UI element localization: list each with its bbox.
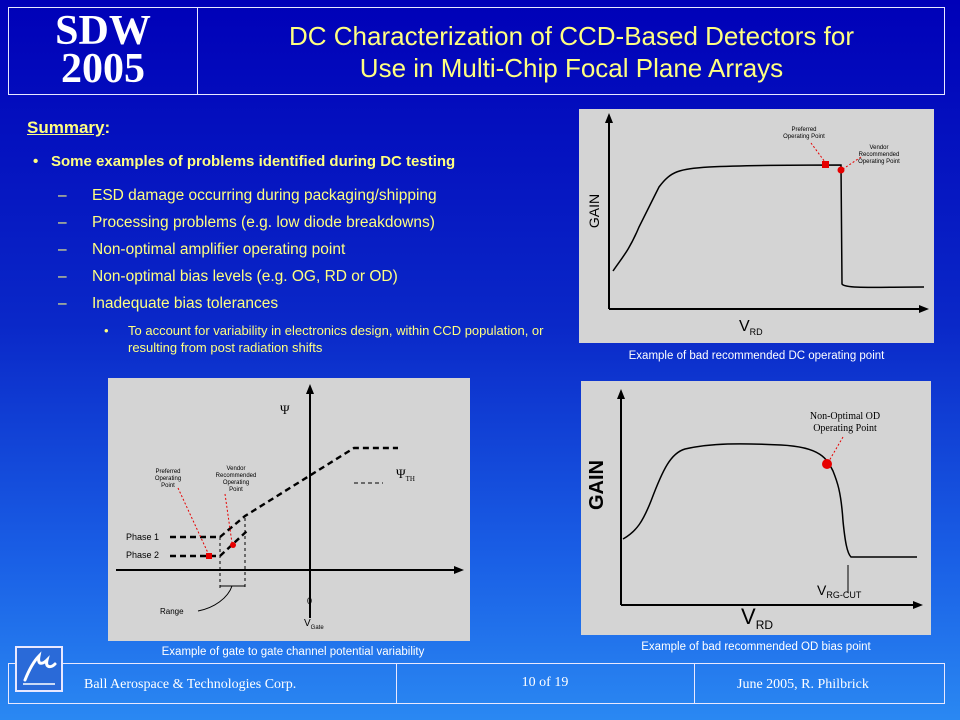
header-divider <box>197 8 198 94</box>
od-bias-plot: Non-Optimal OD Operating Point GAIN VRG-C… <box>581 381 931 635</box>
list-item: – Processing problems (e.g. low diode bre… <box>58 214 435 232</box>
x-axis-arrow-icon <box>913 601 923 609</box>
gate-plot-svg: Preferred Operating Point Vendor Recommende… <box>116 384 464 631</box>
ball-logo <box>15 646 63 692</box>
sub-bullet-text: To account for variability in electronic… <box>128 323 544 355</box>
vendor-label: Vendor Recommended Operating Point <box>858 145 900 165</box>
title-line2: Use in Multi-Chip Focal Plane Arrays <box>359 53 784 83</box>
x-axis-arrow-icon <box>919 305 929 313</box>
y-axis-label: GAIN <box>586 460 608 510</box>
preferred-leader-line <box>177 487 209 554</box>
footer-company: Ball Aerospace & Technologies Corp. <box>84 677 297 692</box>
preferred-label: Preferred Operating Point <box>783 127 825 140</box>
od-leader-line <box>828 436 844 462</box>
od-annotation-line2: Operating Point <box>813 423 877 434</box>
od-point-marker <box>822 459 832 469</box>
gate-plot-caption: Example of gate to gate channel potentia… <box>161 646 425 658</box>
rg-cut-label: VRG-CUT <box>817 582 862 600</box>
range-label: Range <box>160 607 184 616</box>
y-axis-arrow-icon <box>306 384 314 394</box>
phase2-curve <box>170 529 249 558</box>
vendor-point-marker <box>837 166 845 174</box>
x-axis-arrow-icon <box>454 566 464 574</box>
psi-th-main: Ψ <box>396 466 406 481</box>
summary-heading-text: Summary <box>27 118 105 137</box>
title-line1: DC Characterization of CCD-Based Detecto… <box>289 21 854 51</box>
slide-title: DC Characterization of CCD-Based Detecto… <box>199 20 944 84</box>
od-plot-caption: Example of bad recommended OD bias point <box>641 641 871 653</box>
x-label-sub: Gate <box>311 625 325 631</box>
footer-divider <box>694 664 695 703</box>
zero-label: 0 <box>307 596 312 606</box>
gate-potential-plot: Preferred Operating Point Vendor Recommende… <box>108 378 470 641</box>
dash-icon: – <box>58 241 67 258</box>
x-label-main: V <box>739 318 750 335</box>
dc-operating-point-plot: Preferred Operating Point Vendor Recommend… <box>579 109 934 343</box>
y-axis-arrow-icon <box>605 113 613 123</box>
gain-curve <box>622 443 917 558</box>
footer-divider <box>396 664 397 703</box>
rg-cut-sub: RG-CUT <box>826 590 861 600</box>
x-label-sub: RD <box>756 618 774 632</box>
range-leader <box>197 585 233 612</box>
summary-heading: Summary: <box>27 118 110 138</box>
list-item-text: Non-optimal amplifier operating point <box>92 241 346 258</box>
dash-icon: – <box>58 268 67 285</box>
x-axis-label: VGate <box>304 618 324 631</box>
list-item: – Non-optimal amplifier operating point <box>58 241 345 259</box>
list-item-text: ESD damage occurring during packaging/sh… <box>92 187 437 204</box>
sdw-logo: SDW 2005 <box>9 8 197 92</box>
list-item-text: Inadequate bias tolerances <box>92 295 279 312</box>
dash-icon: – <box>58 295 67 312</box>
psi-th-sub: TH <box>406 475 415 483</box>
dc-plot-caption: Example of bad recommended DC operating … <box>628 350 885 362</box>
dash-icon: – <box>58 187 67 204</box>
od-annotation: Non-Optimal OD Operating Point <box>810 411 880 434</box>
footer-date-author: June 2005, R. Philbrick <box>737 677 869 692</box>
ball-logo-icon <box>23 651 57 685</box>
x-label-main: V <box>741 604 756 629</box>
vendor-leader-line <box>224 493 233 544</box>
preferred-leader-line <box>810 142 826 163</box>
list-item-text: Non-optimal bias levels (e.g. OG, RD or … <box>92 268 398 285</box>
gain-curve <box>612 164 925 289</box>
phase1-label: Phase 1 <box>126 532 159 542</box>
logo-line1: SDW <box>55 8 151 54</box>
x-axis-label: VRD <box>739 318 763 337</box>
od-plot-svg: Non-Optimal OD Operating Point GAIN VRG-C… <box>586 389 923 632</box>
preferred-point-marker <box>822 161 829 168</box>
list-item: – Non-optimal bias levels (e.g. OG, RD or… <box>58 268 398 286</box>
bullet-dot-icon: • <box>104 323 109 338</box>
psi-th-label: ΨTH <box>396 466 415 483</box>
slide-header: SDW 2005 DC Characterization of CCD-Base… <box>8 7 945 95</box>
preferred-label: Preferred Operating Point <box>155 469 181 489</box>
od-annotation-line1: Non-Optimal OD <box>810 411 880 422</box>
rg-cut-main: V <box>817 582 827 598</box>
dash-icon: – <box>58 214 67 231</box>
bullet-main: • Some examples of problems identified du… <box>33 153 455 170</box>
y-axis-arrow-icon <box>617 389 625 399</box>
bullet-dot-icon: • <box>33 153 39 170</box>
dc-plot-svg: Preferred Operating Point Vendor Recommend… <box>586 113 929 337</box>
list-item: – Inadequate bias tolerances <box>58 295 278 313</box>
footer-page-number: 10 of 19 <box>521 675 569 690</box>
phase2-label: Phase 2 <box>126 550 159 560</box>
summary-heading-colon: : <box>104 118 111 137</box>
y-axis-label: GAIN <box>586 194 602 228</box>
slide-footer: Ball Aerospace & Technologies Corp. 10 o… <box>8 646 945 704</box>
preferred-point-marker <box>206 553 212 559</box>
vendor-point-marker <box>230 542 236 548</box>
bullet-main-text: Some examples of problems identified dur… <box>51 153 456 170</box>
logo-line2: 2005 <box>61 46 145 92</box>
x-label-sub: RD <box>750 327 763 337</box>
list-item: – ESD damage occurring during packaging/s… <box>58 187 437 205</box>
x-label-main: V <box>304 618 311 629</box>
phase1-curve <box>170 446 398 539</box>
vendor-label: Vendor Recommended Operating Point <box>216 466 257 493</box>
list-item-text: Processing problems (e.g. low diode brea… <box>92 214 435 231</box>
x-axis-label: VRD <box>741 604 773 632</box>
psi-label: Ψ <box>280 402 290 417</box>
